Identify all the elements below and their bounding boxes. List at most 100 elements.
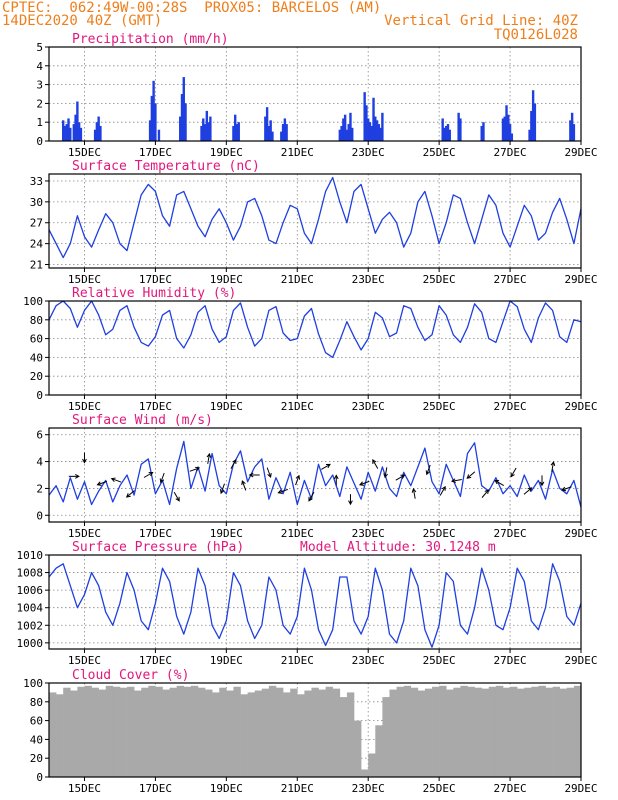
wind-arrow-head-25 xyxy=(411,487,417,493)
wind-arrow-16 xyxy=(295,474,301,486)
rh-plot-area xyxy=(49,301,581,395)
wind-arrow-shaft-17 xyxy=(308,491,315,502)
cloud-area-segment-12 xyxy=(134,690,142,777)
wind-arrow-18 xyxy=(321,463,331,470)
wind-ytick-label-2: 4 xyxy=(36,456,43,469)
wind-arrow-17 xyxy=(308,491,315,502)
precip-ytick-label-5: 5 xyxy=(36,41,43,54)
temp-xtick-label-2: 19DEC xyxy=(210,273,243,286)
wind-arrow-19 xyxy=(333,474,339,486)
pres-xtick-label-6: 27DEC xyxy=(494,654,527,667)
temp-xtick-label-7: 29DEC xyxy=(564,273,597,286)
precip-bar-47 xyxy=(347,124,350,141)
cloud-area-segment-51 xyxy=(410,687,419,777)
temp-ytick-label-1: 24 xyxy=(30,238,44,251)
wind-arrow-shaft-22 xyxy=(372,459,379,469)
precip-bar-31 xyxy=(235,124,239,141)
precip-bar-30 xyxy=(234,114,237,141)
wind-arrow-2 xyxy=(96,480,108,486)
wind-arrow-head-2 xyxy=(96,481,102,486)
wind-arrow-21 xyxy=(358,480,370,486)
cloud-area-segment-60 xyxy=(474,687,482,777)
precip-bar-5 xyxy=(72,124,76,141)
wind-arrow-33 xyxy=(523,487,533,495)
precip-bar-37 xyxy=(271,131,274,141)
cloud-area-segment-21 xyxy=(197,687,206,777)
cloud-ytick-label-5: 100 xyxy=(23,677,43,690)
precip-bar-42 xyxy=(338,129,342,141)
precip-bar-13 xyxy=(99,125,102,141)
wind-arrow-32 xyxy=(510,467,517,478)
precip-bar-22 xyxy=(184,103,187,141)
precip-bar-50 xyxy=(363,92,366,141)
wind-arrow-head-28 xyxy=(450,478,456,483)
temp-xtick-label-6: 27DEC xyxy=(494,273,527,286)
wind-arrow-head-29 xyxy=(466,474,472,479)
pres-xtick-label-5: 25DEC xyxy=(423,654,456,667)
cloud-xtick-label-2: 19DEC xyxy=(210,782,243,795)
wind-xtick-label-0: 15DEC xyxy=(68,527,101,540)
wind-arrow-shaft-33 xyxy=(523,487,532,495)
precip-bar-10 xyxy=(93,129,97,141)
wind-arrow-23 xyxy=(383,467,388,479)
wind-arrow-34 xyxy=(539,475,545,487)
cloud-area-segment-6 xyxy=(91,687,99,777)
wind-arrow-3 xyxy=(110,477,122,483)
cloud-area-segment-65 xyxy=(510,686,518,777)
cloud-area-segment-67 xyxy=(524,687,532,777)
precip-bar-7 xyxy=(76,101,79,141)
cloud-area-segment-68 xyxy=(531,686,539,777)
precip-bar-56 xyxy=(374,116,377,141)
cloud-area-segment-64 xyxy=(502,687,511,777)
cloud-area-segment-37 xyxy=(311,687,319,777)
wind-arrow-head-0 xyxy=(75,473,80,479)
rh-xtick-label-1: 17DEC xyxy=(139,400,172,413)
precip-bar-33 xyxy=(264,116,267,141)
precip-bar-49 xyxy=(351,127,354,141)
precip-bar-69 xyxy=(482,122,485,141)
cloud-area-segment-26 xyxy=(233,686,241,777)
wind-arrow-20 xyxy=(348,494,353,506)
precip-bar-16 xyxy=(152,80,155,141)
cloud-area-segment-59 xyxy=(467,686,475,777)
precip-bar-59 xyxy=(379,127,382,141)
precip-bar-80 xyxy=(569,120,572,141)
cloud-area-segment-2 xyxy=(63,687,71,777)
cloud-area-segment-63 xyxy=(495,685,504,777)
wind-arrow-15 xyxy=(277,488,288,494)
cloud-area-segment-22 xyxy=(205,689,213,777)
wind-ytick-label-3: 6 xyxy=(36,429,43,442)
cloud-area-segment-20 xyxy=(190,685,199,777)
wind-arrow-head-14 xyxy=(267,472,272,478)
cloud-ytick-label-4: 80 xyxy=(30,696,43,709)
wind-arrow-shaft-31 xyxy=(494,480,505,486)
rh-xtick-label-7: 29DEC xyxy=(564,400,597,413)
cloud-area-segment-35 xyxy=(297,694,305,777)
temp-xtick-label-1: 17DEC xyxy=(139,273,172,286)
temp-xtick-label-3: 21DEC xyxy=(281,273,314,286)
cloud-ytick-label-2: 40 xyxy=(30,733,43,746)
cloud-xtick-label-6: 27DEC xyxy=(494,782,527,795)
wind-arrow-head-8 xyxy=(195,466,201,472)
wind-arrow-shaft-2 xyxy=(97,480,108,486)
pres-xtick-label-3: 21DEC xyxy=(281,654,314,667)
cloud-area-segment-11 xyxy=(127,686,135,777)
rh-ytick-label-2: 40 xyxy=(30,351,43,364)
precip-bar-48 xyxy=(349,112,352,141)
precip-bar-45 xyxy=(343,114,347,141)
cloud-area-segment-54 xyxy=(432,686,440,777)
cloud-area-segment-53 xyxy=(424,688,433,777)
wind-xtick-label-3: 21DEC xyxy=(281,527,314,540)
cloud-area-segment-7 xyxy=(98,689,107,777)
precip-bar-17 xyxy=(154,103,157,141)
precip-ytick-label-1: 1 xyxy=(36,116,43,129)
wind-arrow-head-11 xyxy=(232,459,237,464)
precip-bar-38 xyxy=(280,131,283,141)
wind-arrow-head-13 xyxy=(248,472,254,478)
precip-bar-11 xyxy=(95,122,99,141)
wind-arrow-shaft-32 xyxy=(510,467,517,477)
precip-bar-25 xyxy=(203,124,207,141)
pres-plot-area xyxy=(49,555,581,649)
cloud-area-segment-46 xyxy=(375,725,383,777)
precip-bar-28 xyxy=(209,116,212,141)
